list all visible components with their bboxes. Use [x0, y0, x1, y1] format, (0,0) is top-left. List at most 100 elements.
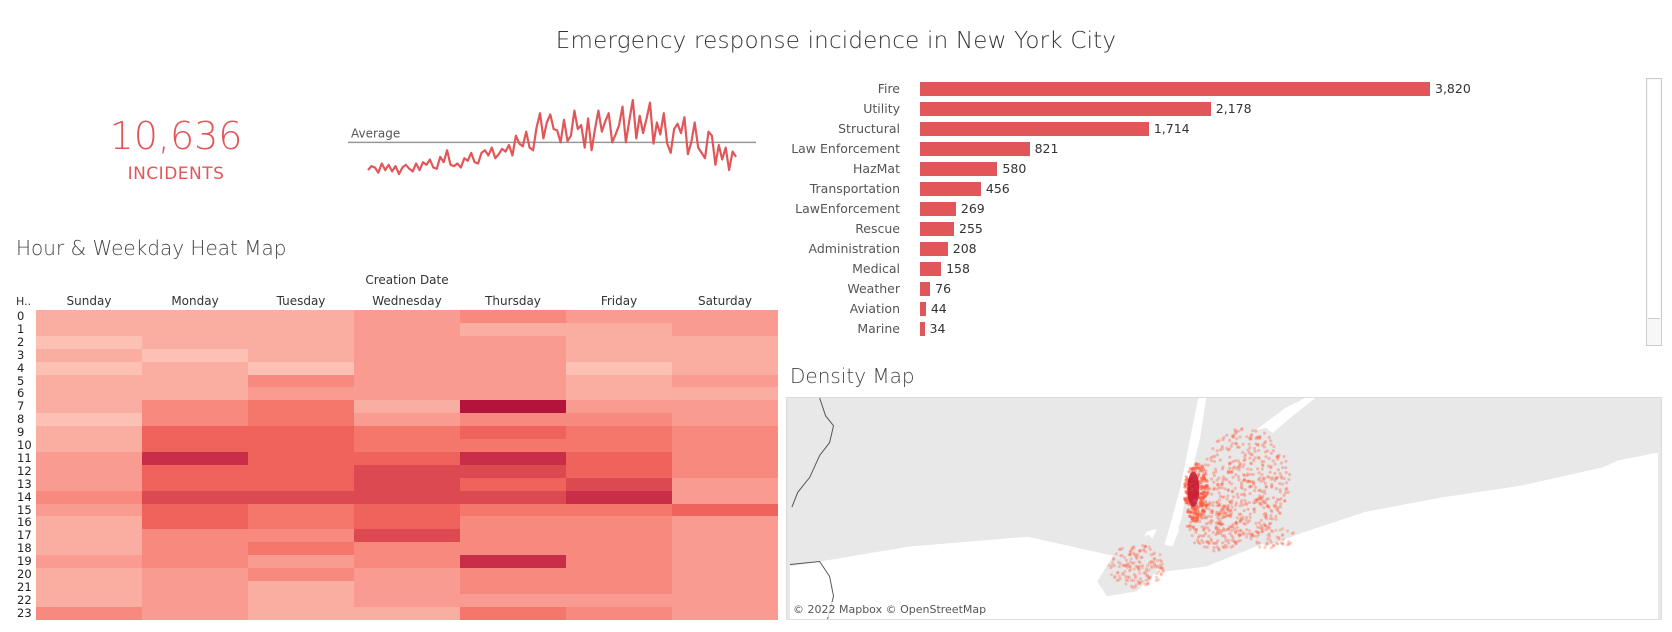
heatmap-cell[interactable] — [36, 477, 142, 492]
bar-rescue[interactable] — [920, 222, 955, 236]
heatmap-cell[interactable] — [354, 555, 460, 569]
heatmap-cell[interactable] — [672, 439, 778, 453]
heatmap-cell[interactable] — [142, 593, 248, 608]
heatmap-cell[interactable] — [36, 606, 142, 621]
heatmap-cell[interactable] — [566, 335, 672, 350]
heatmap-cell[interactable] — [460, 606, 566, 621]
heatmap-cell[interactable] — [36, 503, 142, 517]
heatmap-cell[interactable] — [142, 439, 248, 453]
heatmap-cell[interactable] — [142, 516, 248, 530]
heatmap-cell[interactable] — [566, 322, 672, 337]
heatmap-cell[interactable] — [460, 503, 566, 517]
heatmap-cell[interactable] — [142, 529, 248, 543]
bar-marine[interactable] — [920, 322, 925, 336]
heatmap-cell[interactable] — [142, 568, 248, 582]
heatmap-cell[interactable] — [354, 451, 460, 466]
bar-lawenforcement[interactable] — [920, 202, 956, 216]
heatmap-cell[interactable] — [142, 555, 248, 569]
heatmap-cell[interactable] — [672, 464, 778, 479]
heatmap-cell[interactable] — [460, 529, 566, 543]
heatmap-cell[interactable] — [36, 335, 142, 350]
bar-hazmat[interactable] — [920, 162, 998, 176]
heatmap-cell[interactable] — [36, 555, 142, 569]
heatmap-cell[interactable] — [248, 568, 354, 582]
bar-fire[interactable] — [920, 82, 1430, 96]
bar-transportation[interactable] — [920, 182, 981, 196]
heatmap-cell[interactable] — [460, 580, 566, 595]
heatmap-cell[interactable] — [248, 400, 354, 414]
heatmap-cell[interactable] — [248, 413, 354, 427]
heatmap-cell[interactable] — [672, 426, 778, 440]
heatmap-cell[interactable] — [354, 580, 460, 595]
heatmap-cell[interactable] — [354, 439, 460, 453]
heatmap-cell[interactable] — [460, 464, 566, 479]
heatmap-cell[interactable] — [36, 464, 142, 479]
heatmap-cell[interactable] — [566, 310, 672, 324]
heatmap-cell[interactable] — [248, 606, 354, 621]
heatmap-cell[interactable] — [672, 451, 778, 466]
heatmap-cell[interactable] — [672, 490, 778, 504]
heatmap-cell[interactable] — [460, 335, 566, 350]
heatmap-cell[interactable] — [672, 361, 778, 375]
heatmap-cell[interactable] — [566, 490, 672, 504]
heatmap-cell[interactable] — [248, 310, 354, 324]
heatmap-cell[interactable] — [142, 426, 248, 440]
heatmap-cell[interactable] — [460, 516, 566, 530]
heatmap-cell[interactable] — [142, 348, 248, 363]
heatmap-cell[interactable] — [248, 477, 354, 492]
heatmap-cell[interactable] — [354, 516, 460, 530]
heatmap-cell[interactable] — [566, 593, 672, 608]
density-map[interactable] — [786, 397, 1662, 620]
heatmap-cell[interactable] — [36, 361, 142, 375]
heatmap-cell[interactable] — [460, 439, 566, 453]
bar-structural[interactable] — [920, 122, 1149, 136]
heatmap-cell[interactable] — [672, 606, 778, 621]
heatmap-cell[interactable] — [566, 387, 672, 401]
heatmap-cell[interactable] — [36, 490, 142, 504]
bar-medical[interactable] — [920, 262, 942, 276]
heatmap-cell[interactable] — [566, 426, 672, 440]
heatmap-cell[interactable] — [672, 310, 778, 324]
incident-sparkline[interactable]: Average — [348, 96, 756, 186]
heatmap-cell[interactable] — [460, 568, 566, 582]
heatmap-cell[interactable] — [36, 451, 142, 466]
heatmap-cell[interactable] — [672, 335, 778, 350]
heatmap-cell[interactable] — [142, 580, 248, 595]
heatmap-cell[interactable] — [248, 426, 354, 440]
heatmap-cell[interactable] — [142, 322, 248, 337]
heatmap-cell[interactable] — [566, 529, 672, 543]
heatmap-cell[interactable] — [672, 400, 778, 414]
heatmap-cell[interactable] — [566, 606, 672, 621]
heatmap-cell[interactable] — [460, 542, 566, 556]
heatmap-cell[interactable] — [566, 580, 672, 595]
heatmap-cell[interactable] — [248, 490, 354, 504]
heatmap-cell[interactable] — [566, 348, 672, 363]
heatmap-cell[interactable] — [248, 593, 354, 608]
heatmap-cell[interactable] — [354, 400, 460, 414]
bar-administration[interactable] — [920, 242, 948, 256]
heatmap-cell[interactable] — [566, 503, 672, 517]
bar-law-enforcement[interactable] — [920, 142, 1030, 156]
heatmap-cell[interactable] — [672, 322, 778, 337]
heatmap-cell[interactable] — [248, 361, 354, 375]
heatmap-cell[interactable] — [354, 310, 460, 324]
heatmap-cell[interactable] — [142, 361, 248, 375]
incident-type-bar-chart[interactable]: Fire 3,820 Utility 2,178 Structural 1,714 Law … — [780, 78, 1640, 346]
heatmap-cell[interactable] — [142, 503, 248, 517]
heatmap-cell[interactable] — [142, 606, 248, 621]
heatmap-cell[interactable] — [36, 374, 142, 388]
heatmap-cell[interactable] — [460, 400, 566, 414]
heatmap-cell[interactable] — [460, 477, 566, 492]
heatmap-cell[interactable] — [354, 490, 460, 504]
heatmap-cell[interactable] — [460, 593, 566, 608]
heatmap-cell[interactable] — [566, 516, 672, 530]
heatmap-cell[interactable] — [354, 374, 460, 388]
heatmap-cell[interactable] — [354, 464, 460, 479]
heatmap-cell[interactable] — [142, 335, 248, 350]
heatmap-cell[interactable] — [354, 322, 460, 337]
heatmap-cell[interactable] — [142, 374, 248, 388]
heatmap-cell[interactable] — [248, 374, 354, 388]
heatmap-cell[interactable] — [142, 413, 248, 427]
heatmap-cell[interactable] — [36, 568, 142, 582]
heatmap-cell[interactable] — [36, 529, 142, 543]
